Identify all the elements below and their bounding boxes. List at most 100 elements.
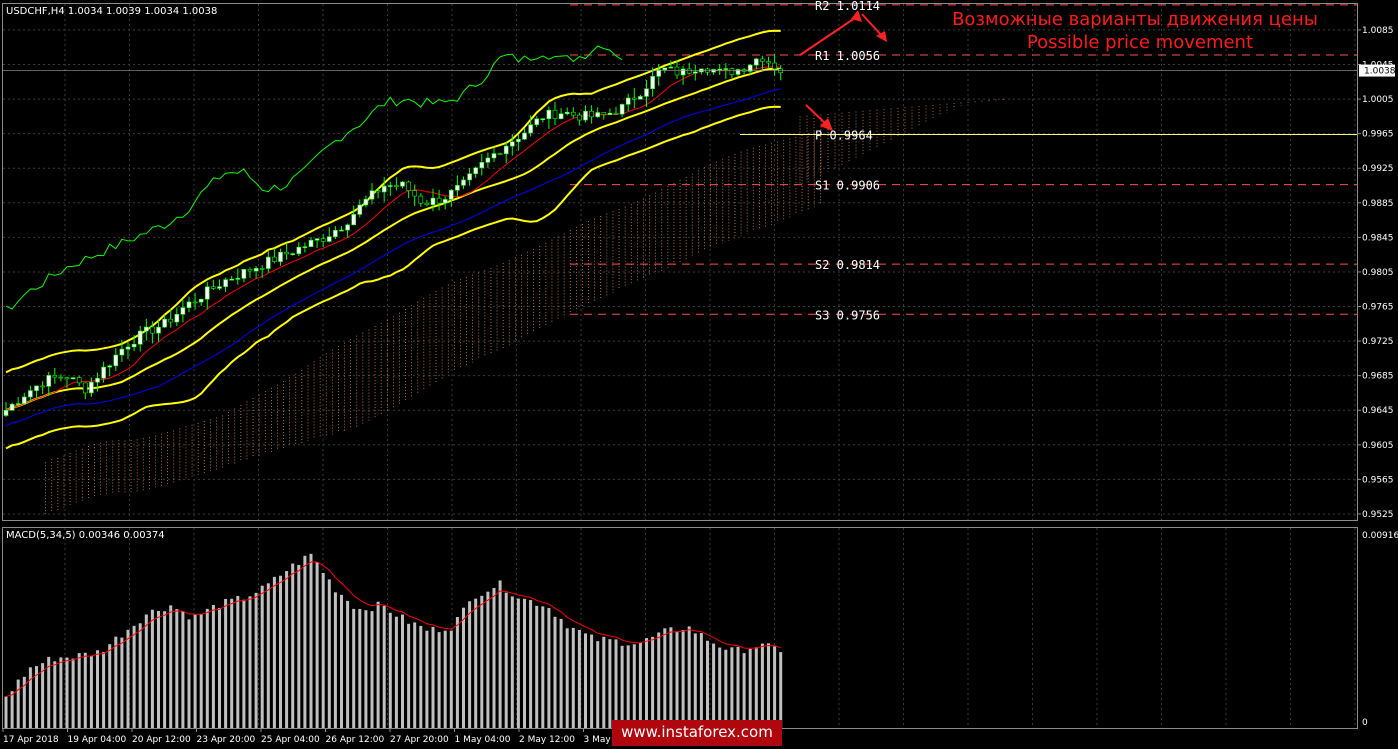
candle-up: [144, 326, 149, 332]
ichimoku-cloud: [45, 98, 1004, 515]
candle-up: [516, 138, 521, 143]
candle-up: [448, 189, 454, 200]
candle-down: [150, 326, 155, 334]
macd-bar: [760, 643, 764, 728]
macd-bar: [22, 676, 26, 728]
macd-bar: [523, 598, 526, 728]
macd-bar: [620, 645, 624, 728]
candle-down: [64, 377, 70, 380]
candle-up: [345, 224, 350, 231]
candle-down: [375, 190, 381, 193]
macd-histogram: [4, 553, 783, 728]
macd-bar: [126, 629, 130, 728]
macd-bar: [547, 608, 551, 728]
macd-bar: [767, 643, 770, 728]
candle-down: [497, 153, 503, 155]
macd-bar: [663, 628, 667, 728]
macd-bar: [529, 600, 533, 728]
macd-frame: [2, 527, 1358, 729]
macd-bar: [474, 598, 478, 728]
macd-bar: [437, 632, 441, 728]
candle-up: [650, 76, 655, 90]
price-tick-label: 0.9885: [1362, 199, 1394, 209]
macd-bar: [657, 632, 661, 728]
candle-up: [503, 145, 509, 155]
level-label-s3: S3 0.9756: [815, 308, 880, 322]
macd-bar: [736, 646, 740, 728]
price-tick-label: 0.9645: [1362, 406, 1394, 416]
macd-bar: [754, 647, 758, 728]
level-label-s2: S2 0.9814: [815, 258, 880, 272]
macd-bar: [376, 601, 380, 728]
macd-bar: [333, 592, 337, 728]
macd-bar: [455, 616, 459, 728]
macd-bar: [59, 657, 63, 728]
candle-up: [28, 390, 33, 398]
macd-bar: [724, 649, 728, 728]
candlesticks: [3, 53, 784, 417]
candle-down: [766, 61, 771, 64]
candle-down: [192, 301, 198, 304]
candle-up: [387, 185, 393, 187]
macd-bar: [254, 592, 258, 728]
candle-down: [424, 202, 430, 206]
macd-grid: [64, 528, 1356, 728]
candle-up: [717, 68, 723, 71]
candle-down: [284, 251, 289, 255]
current-price-label: 1.0038: [1364, 67, 1396, 77]
pivot-levels: [570, 4, 1357, 315]
macd-bar: [596, 641, 600, 728]
candle-up: [625, 97, 631, 105]
candle-down: [686, 68, 692, 74]
price-frame: [2, 3, 1358, 521]
macd-bar: [669, 627, 673, 728]
candle-down: [601, 112, 607, 115]
arrow-branch-line: [861, 13, 883, 37]
candle-up: [455, 185, 460, 191]
direction-arrows: [799, 10, 887, 131]
candle-down: [406, 181, 411, 191]
macd-bar: [516, 598, 520, 728]
price-tick-label: 0.9765: [1362, 303, 1394, 313]
time-tick-label: 25 Apr 04:00: [261, 735, 320, 745]
macd-bar: [571, 627, 575, 728]
candle-up: [668, 66, 674, 69]
macd-tick-label: 0.00916: [1362, 531, 1398, 541]
candle-up: [162, 318, 167, 328]
candle-up: [400, 181, 405, 187]
macd-bar: [626, 645, 630, 728]
macd-bar: [401, 614, 404, 728]
macd-bar: [71, 658, 75, 728]
candle-up: [363, 198, 369, 206]
current-price-marker: 1.0038: [3, 64, 1396, 77]
macd-bar: [449, 630, 453, 728]
macd-bar: [712, 643, 716, 728]
macd-bar: [193, 614, 197, 728]
candle-up: [137, 330, 143, 345]
macd-bar: [169, 605, 173, 728]
macd-bar: [242, 599, 246, 728]
time-tick-label: 27 Apr 20:00: [390, 735, 449, 745]
bollinger-lower: [5, 105, 781, 450]
candle-down: [394, 185, 399, 187]
macd-bar: [132, 625, 136, 728]
price-tick-label: 0.9725: [1362, 337, 1394, 347]
macd-bar: [773, 646, 777, 728]
macd-bar: [260, 585, 264, 728]
candle-up: [34, 385, 39, 391]
candle-down: [760, 58, 765, 62]
candle-up: [540, 118, 546, 120]
macd-bar: [4, 696, 8, 728]
candle-down: [58, 376, 64, 379]
macd-bar: [266, 583, 270, 728]
macd-bar: [553, 616, 557, 728]
level-label-r1: R1 1.0056: [815, 49, 880, 63]
candle-up: [70, 377, 76, 380]
macd-bar: [150, 609, 154, 728]
price-tick-label: 0.9805: [1362, 268, 1394, 278]
candle-up: [205, 286, 210, 300]
candle-up: [467, 173, 472, 181]
macd-bar: [211, 605, 215, 728]
candle-down: [76, 377, 82, 384]
